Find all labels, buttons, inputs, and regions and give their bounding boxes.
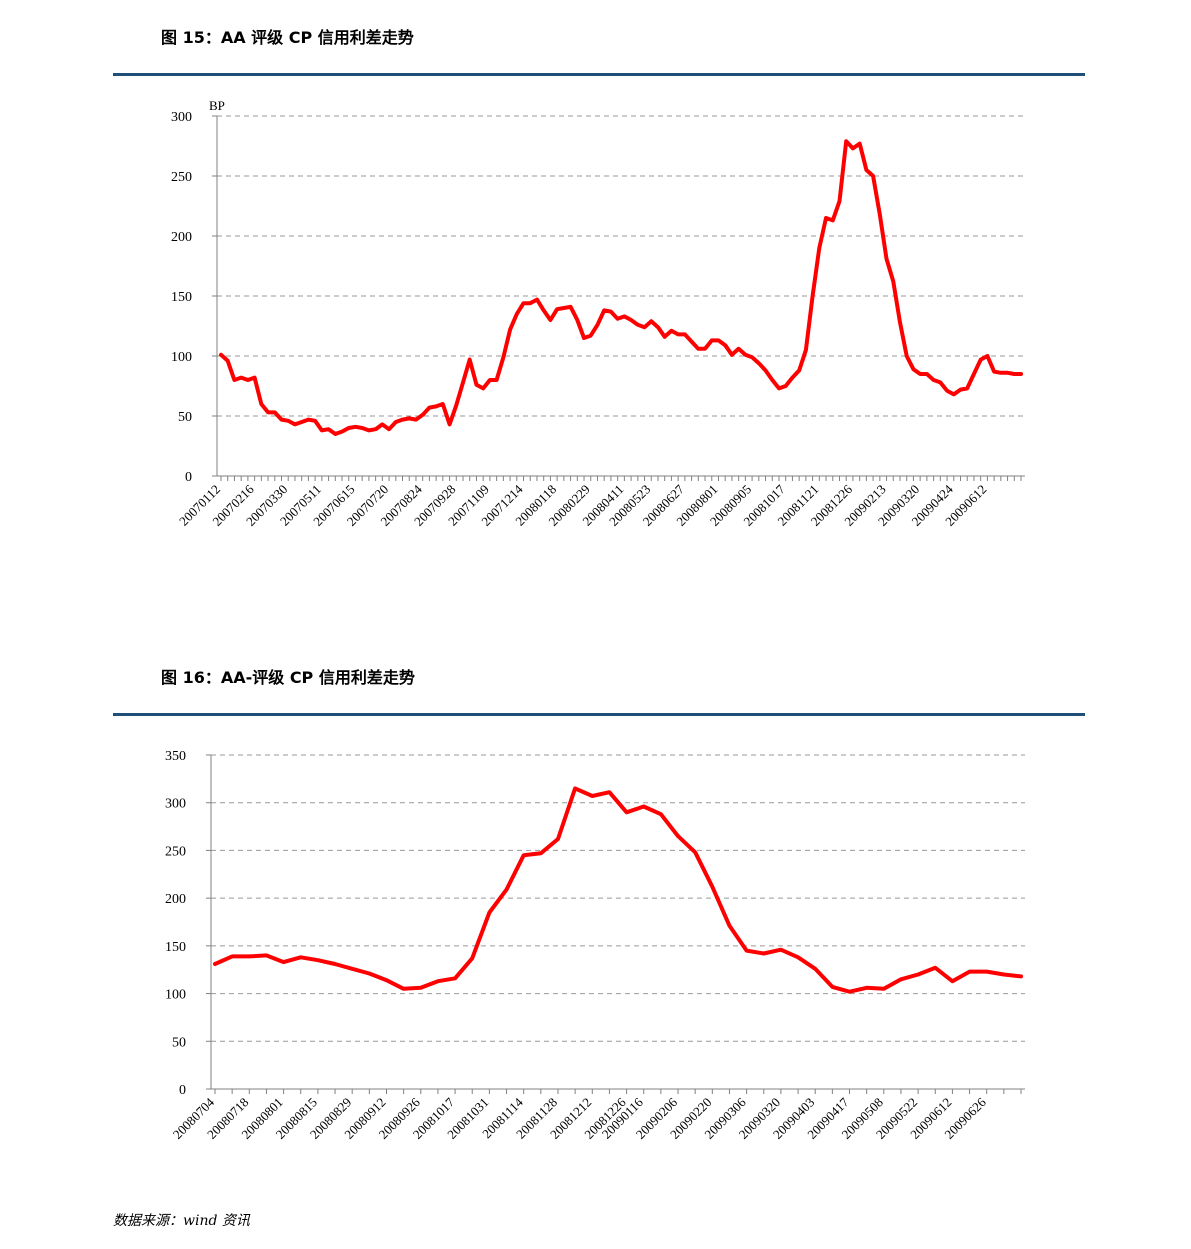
fig16-y-tick-label-200: 200 [165,892,186,907]
figure-15-title: 图 15：AA 评级 CP 信用利差走势 [161,28,414,47]
fig15-series-line [219,139,1023,436]
fig15-y-tick-label-150: 150 [171,290,192,305]
fig16-y-tick-label-250: 250 [165,844,186,859]
fig15-y-tick-label-300: 300 [171,110,192,125]
fig16-y-tick-label-150: 150 [165,940,186,955]
fig16-series-line [213,786,1023,994]
fig16-y-tick-label-50: 50 [172,1035,186,1050]
figure-15-divider [113,73,1085,76]
fig15-y-tick-label-100: 100 [171,350,192,365]
fig15-y-tick-label-250: 250 [171,170,192,185]
fig15-y-tick-label-200: 200 [171,230,192,245]
fig15-y-tick-label-50: 50 [178,410,192,425]
fig15-y-tick-label-0: 0 [185,470,192,485]
figure-16-divider [113,713,1085,716]
fig16-y-tick-label-0: 0 [179,1083,186,1098]
fig16-y-tick-label-300: 300 [165,797,186,812]
data-source-note: 数据来源：wind 资讯 [113,1213,250,1229]
fig16-y-tick-label-350: 350 [165,749,186,764]
fig15-y-unit-label: BP [209,98,225,113]
figure-16-title: 图 16：AA-评级 CP 信用利差走势 [161,668,415,687]
fig16-y-tick-label-100: 100 [165,988,186,1003]
